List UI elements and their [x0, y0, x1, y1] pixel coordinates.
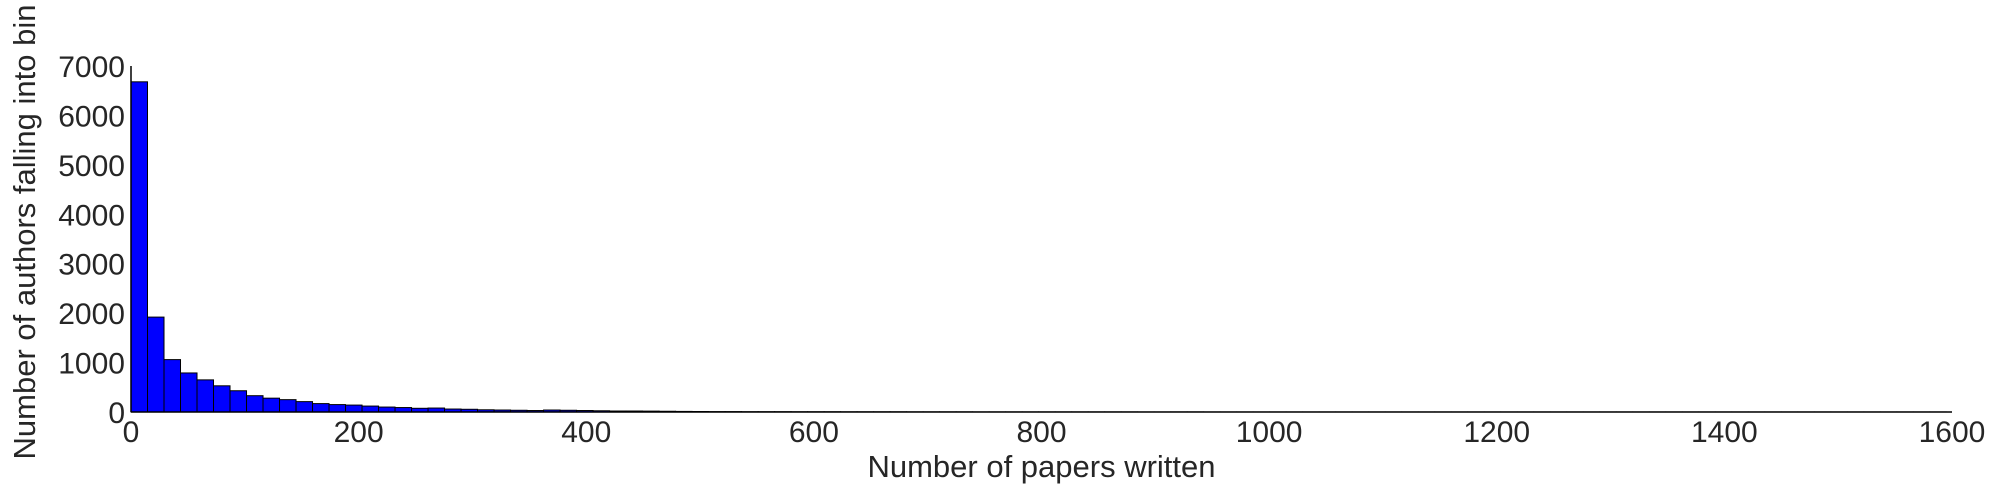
x-tick-label: 800 [1016, 416, 1066, 449]
x-tick-label: 0 [123, 416, 140, 449]
histogram-bar [246, 395, 264, 413]
y-tick-label: 1000 [58, 348, 125, 381]
histogram-bar [163, 359, 182, 413]
histogram-bar [213, 385, 231, 413]
x-tick-label: 1400 [1691, 416, 1758, 449]
x-tick-label: 600 [789, 416, 839, 449]
y-tick-label: 4000 [58, 199, 125, 232]
x-tick-label: 1000 [1236, 416, 1303, 449]
x-axis-ticks: 0 200 400 600 800 1000 1200 1400 1600 [123, 416, 1986, 449]
x-tick-label: 1600 [1919, 416, 1986, 449]
histogram-bar [295, 401, 314, 413]
y-tick-label: 7000 [58, 51, 125, 84]
y-tick-label: 3000 [58, 249, 125, 282]
histogram-bar [361, 405, 380, 413]
y-tick-label: 5000 [58, 150, 125, 183]
y-tick-label: 0 [108, 397, 125, 430]
histogram-bars [130, 81, 1947, 413]
histogram-bar [262, 397, 281, 413]
histogram-bar [130, 81, 149, 413]
x-tick-label: 200 [334, 416, 384, 449]
histogram-bar [312, 403, 330, 413]
x-tick-label: 400 [561, 416, 611, 449]
y-tick-label: 6000 [58, 100, 125, 133]
histogram-bar [328, 404, 347, 413]
x-tick-label: 1200 [1463, 416, 1530, 449]
histogram-bar [229, 390, 248, 413]
x-axis-title: Number of papers written [867, 449, 1215, 484]
histogram-bar [147, 316, 165, 413]
y-axis-title: Number of authors falling into bin [7, 5, 42, 460]
histogram-bar [196, 379, 215, 413]
y-axis-ticks: 0 1000 2000 3000 4000 5000 6000 7000 [58, 51, 125, 430]
histogram-bar [345, 404, 363, 413]
y-tick-label: 2000 [58, 298, 125, 331]
histogram-bar [180, 372, 198, 413]
histogram-bar [279, 399, 297, 413]
